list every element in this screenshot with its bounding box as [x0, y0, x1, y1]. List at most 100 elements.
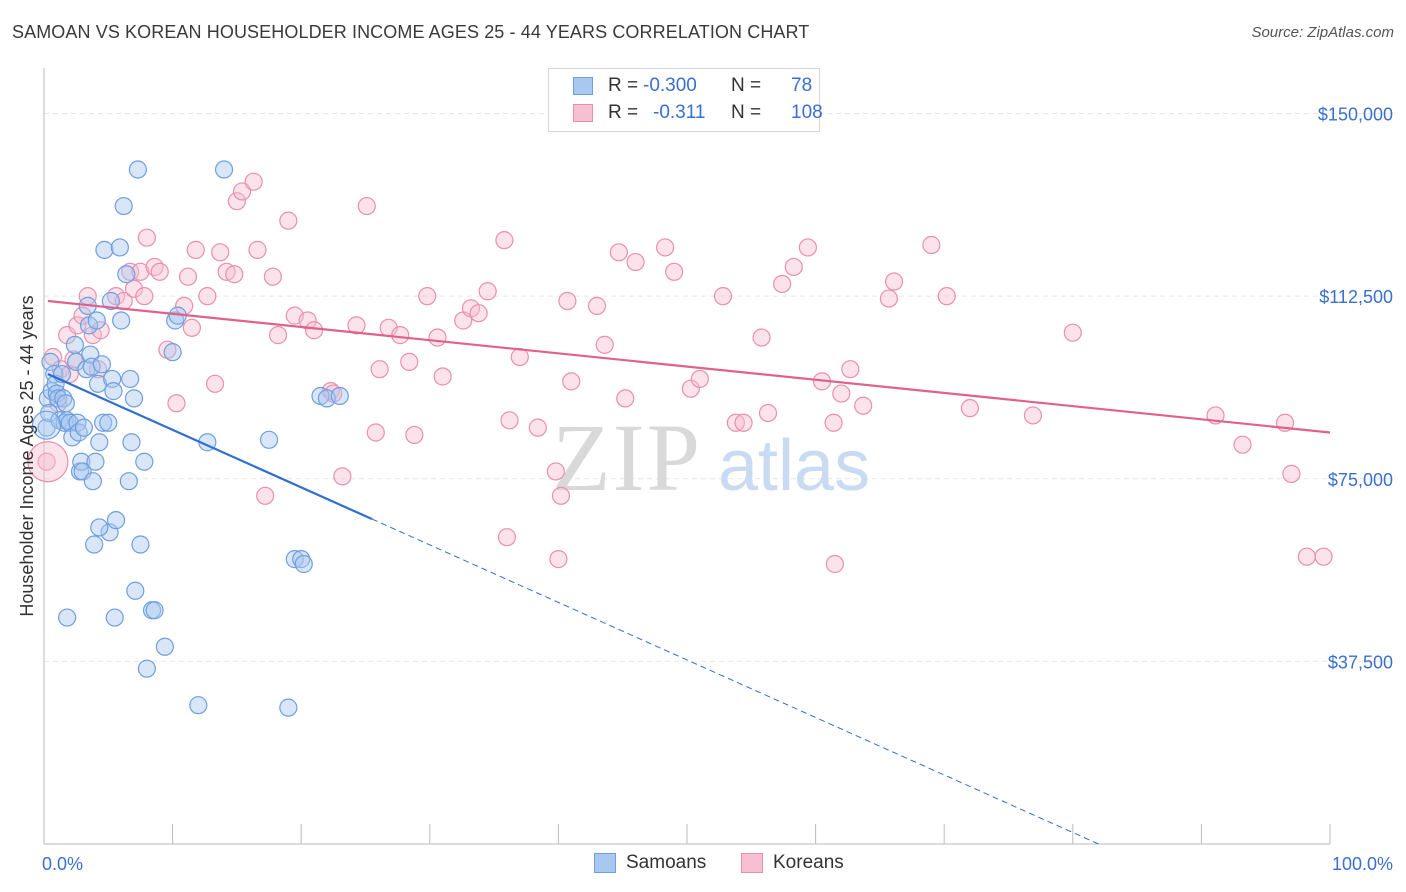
samoan-point-44 — [110, 238, 129, 257]
korean-point-32 — [225, 265, 244, 284]
korean-point-40 — [279, 211, 298, 230]
samoan-point-51 — [124, 389, 144, 408]
source-label: Source: ZipAtlas.com — [1251, 24, 1394, 41]
y-tick-label-3: $150,000 — [1318, 105, 1393, 125]
legend-item-samoans[interactable]: Samoans — [594, 852, 724, 878]
korean-point-57 — [433, 367, 452, 386]
korean-point-72 — [609, 243, 628, 262]
korean-point-56 — [428, 328, 447, 347]
korean-point-106 — [497, 528, 517, 547]
koreans-swatch — [573, 104, 593, 122]
korean-point-19 — [137, 228, 156, 247]
koreans-n-label: N = — [731, 102, 762, 123]
korean-point-60 — [469, 304, 488, 323]
samoan-point-30 — [83, 472, 102, 491]
samoan-trend-extension — [371, 518, 1099, 845]
korean-point-34 — [232, 182, 252, 201]
samoans-n-label: N = — [731, 75, 762, 96]
samoan-point-55 — [135, 452, 154, 471]
korean-point-92 — [879, 289, 899, 308]
korean-points — [27, 172, 1333, 574]
korean-point-70 — [587, 296, 607, 315]
samoan-point-74 — [105, 608, 124, 627]
korean-point-82 — [752, 328, 771, 347]
korean-point-94 — [922, 235, 941, 255]
samoan-point-57 — [145, 601, 164, 620]
trend-lines — [47, 299, 1331, 845]
samoan-point-20 — [69, 423, 88, 442]
koreans-legend-swatch — [741, 853, 763, 873]
korean-point-95 — [937, 287, 956, 306]
samoans-legend-label: Samoans — [626, 852, 707, 873]
samoan-point-13 — [56, 394, 75, 413]
korean-point-91 — [854, 396, 873, 415]
korean-point-25 — [178, 267, 198, 286]
korean-point-27 — [186, 240, 205, 259]
korean-point-46 — [333, 467, 352, 486]
samoan-point-73 — [85, 535, 104, 554]
samoan-trend-line — [47, 373, 373, 521]
korean-point-71 — [595, 335, 614, 354]
samoan-point-34 — [90, 433, 109, 452]
samoan-point-68 — [294, 554, 313, 574]
samoan-point-75 — [137, 659, 156, 678]
korean-point-83 — [758, 403, 778, 423]
korean-point-20 — [145, 257, 164, 277]
gridlines — [44, 113, 1395, 662]
samoan-points — [31, 160, 349, 717]
x-tick-label-min: 0.0% — [42, 854, 83, 874]
korean-point-97 — [1023, 406, 1043, 425]
korean-point-16 — [124, 279, 144, 298]
samoan-point-48 — [119, 472, 138, 491]
samoan-point-22 — [72, 452, 91, 471]
korean-point-29 — [205, 374, 225, 393]
samoan-point-65 — [279, 698, 298, 717]
samoan-point-33 — [88, 374, 108, 393]
korean-point-49 — [366, 423, 385, 442]
y-tick-label-2: $112,500 — [1319, 287, 1393, 307]
y-tick-label-1: $75,000 — [1328, 470, 1393, 490]
korean-point-84 — [773, 274, 792, 294]
korean-point-47 — [347, 316, 366, 335]
korean-point-98 — [1063, 323, 1082, 342]
samoans-legend-swatch — [594, 853, 616, 873]
korean-point-36 — [248, 240, 267, 259]
korean-point-53 — [400, 352, 419, 371]
legend-item-koreans[interactable]: Koreans — [741, 852, 871, 878]
samoan-point-46 — [114, 196, 133, 216]
samoan-point-11 — [54, 389, 73, 408]
samoan-point-67 — [292, 550, 311, 569]
watermark-zip: ZIP — [552, 404, 702, 511]
korean-point-61 — [478, 282, 497, 301]
korean-point-85 — [784, 257, 803, 277]
korean-point-52 — [391, 326, 410, 345]
korean-point-21 — [150, 262, 169, 281]
korean-point-18 — [135, 287, 154, 306]
korean-trend-line — [47, 299, 1331, 434]
korean-point-90 — [841, 360, 860, 379]
korean-point-75 — [656, 238, 675, 257]
korean-point-12 — [91, 321, 110, 340]
korean-point-6 — [64, 350, 83, 369]
samoans-n-value: 78 — [791, 75, 813, 96]
samoans-r-label: R = — [608, 75, 639, 96]
korean-point-66 — [546, 462, 565, 481]
korean-point-65 — [528, 418, 547, 437]
samoan-point-42 — [104, 382, 123, 401]
korean-point-80 — [726, 413, 745, 432]
korean-point-26 — [182, 318, 201, 337]
samoan-point-61 — [189, 696, 208, 715]
korean-point-38 — [263, 267, 283, 286]
samoan-point-38 — [99, 413, 118, 432]
korean-point-78 — [690, 369, 709, 389]
korean-point-43 — [304, 321, 324, 340]
korean-cluster-marker — [27, 441, 69, 483]
korean-point-48 — [357, 196, 376, 216]
samoan-point-66 — [285, 550, 304, 569]
samoan-point-72 — [58, 608, 77, 627]
koreans-r-label: R = — [608, 102, 639, 123]
stats-legend: R = -0.300 N = 78 R = -0.311 N = 108 — [548, 68, 823, 132]
korean-point-42 — [298, 311, 317, 330]
korean-point-81 — [734, 413, 753, 432]
